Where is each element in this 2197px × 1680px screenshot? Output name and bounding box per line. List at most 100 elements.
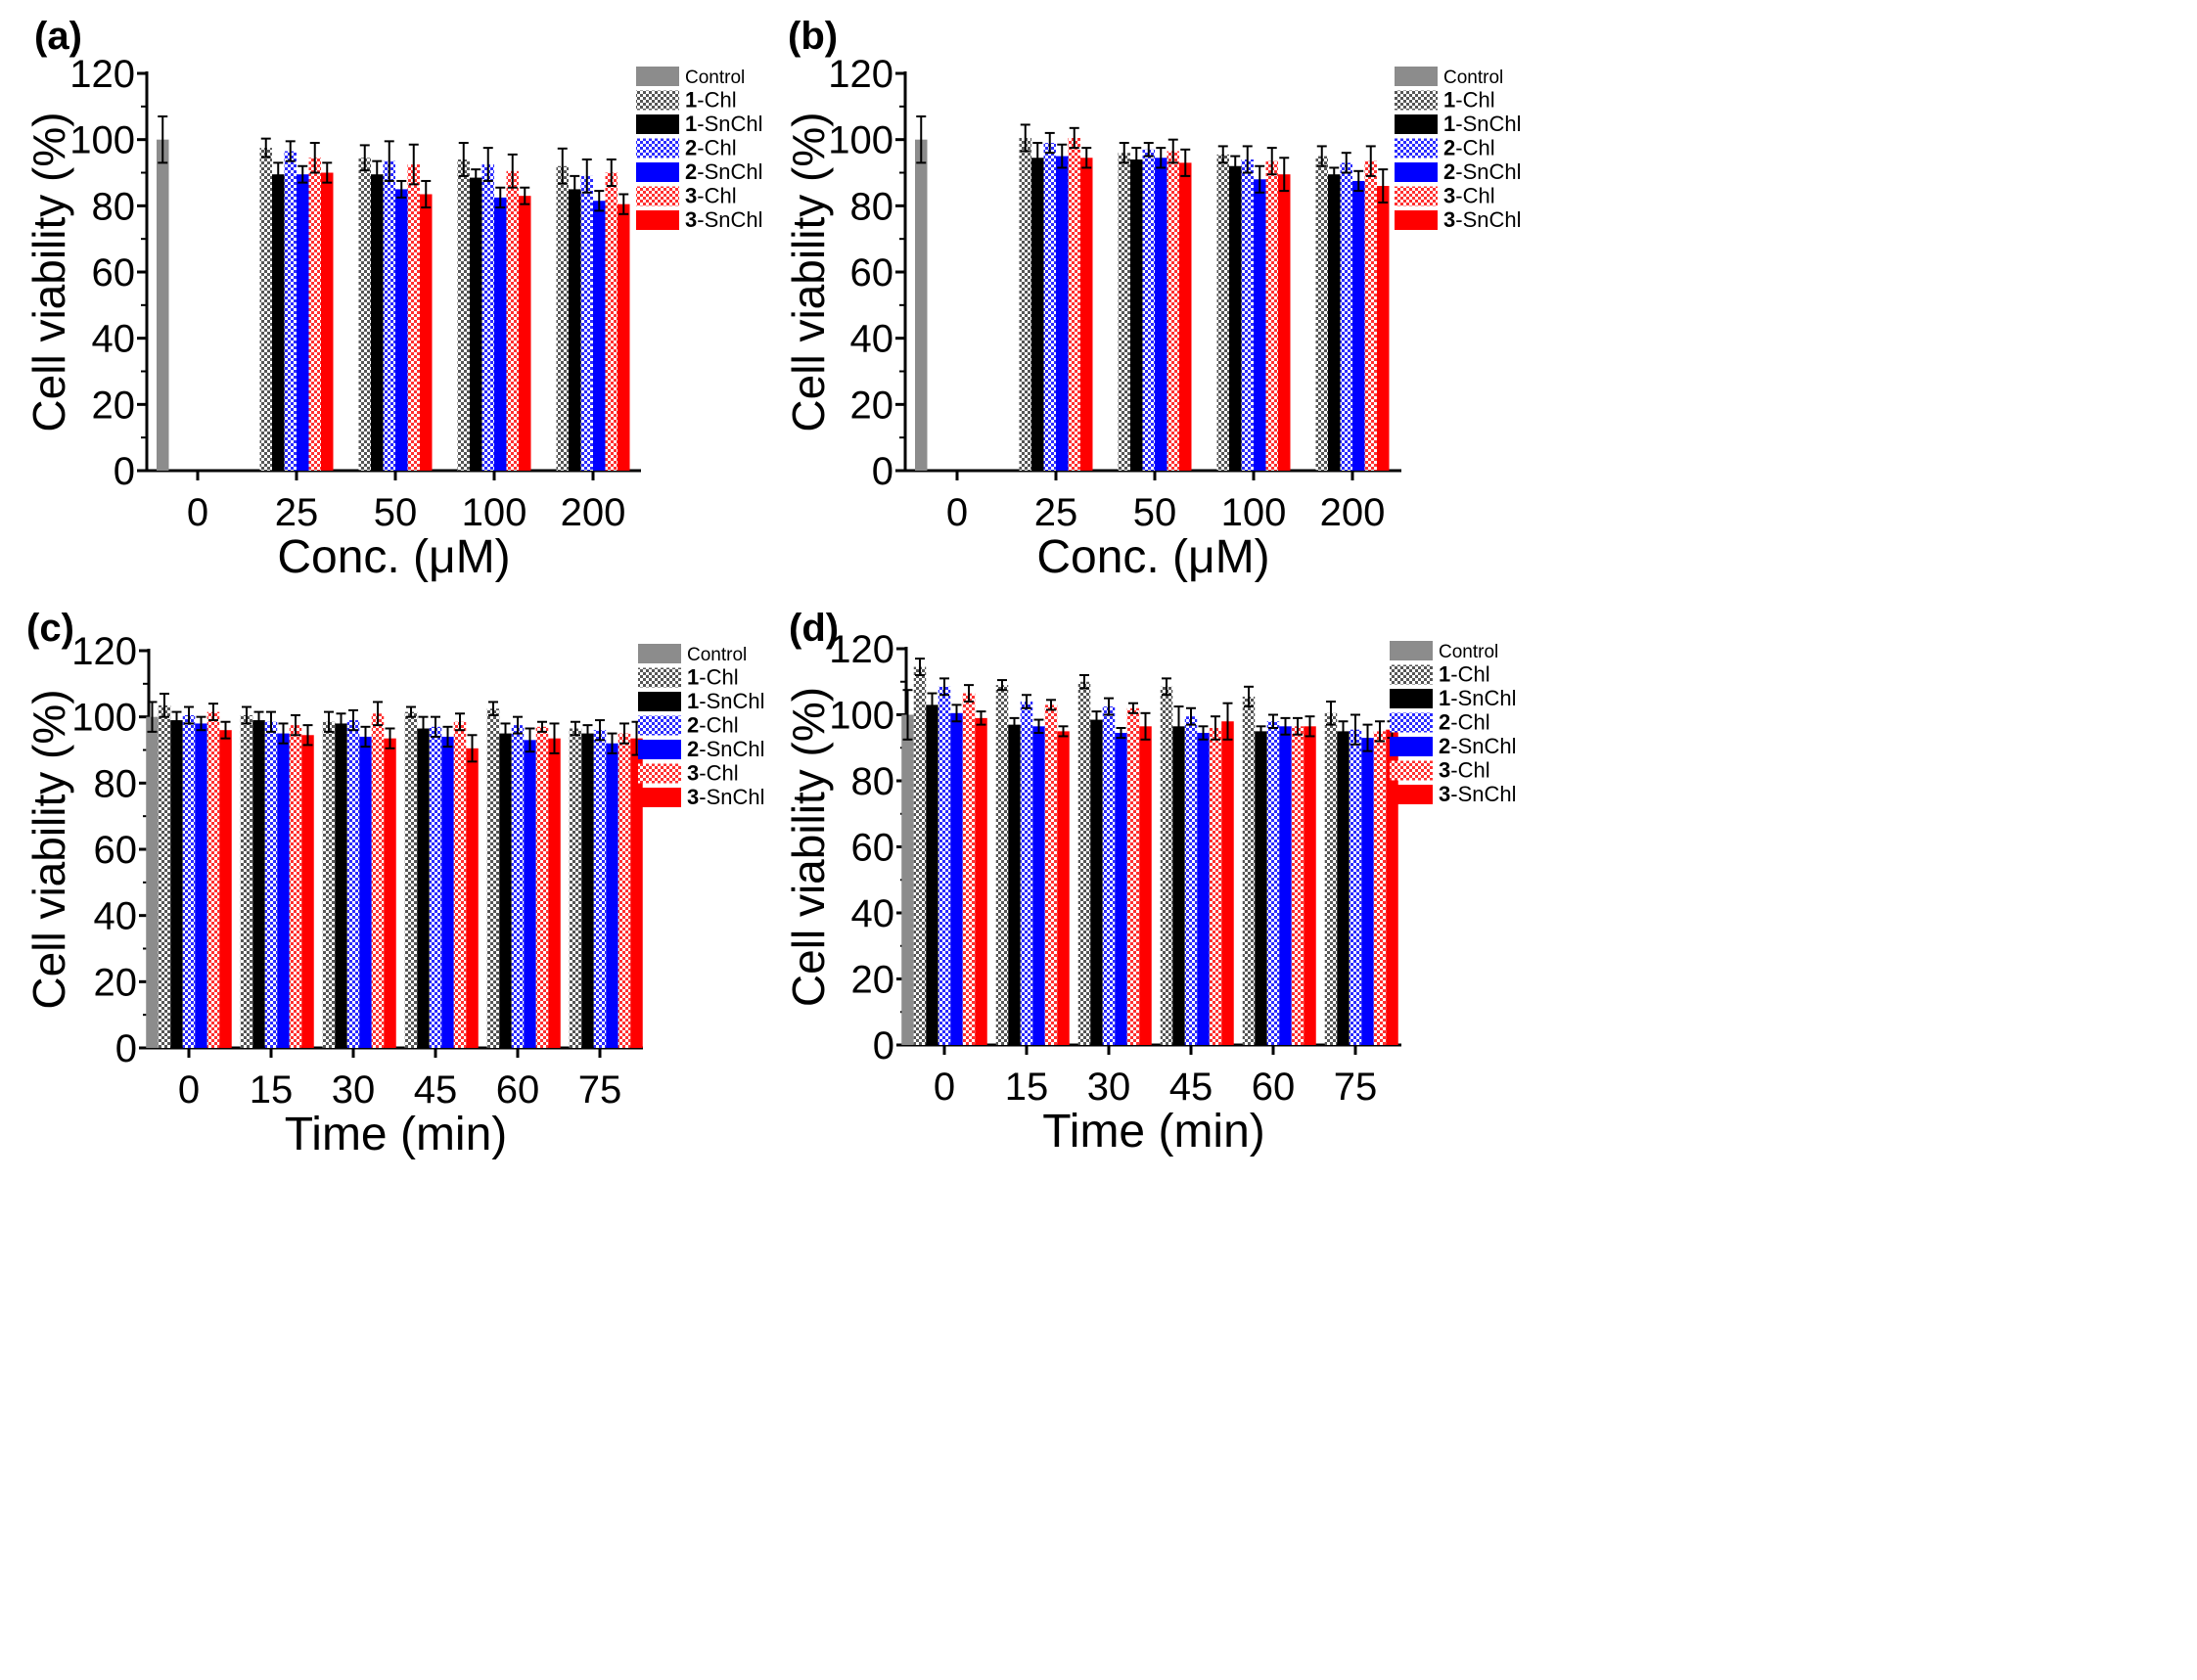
bar-2-chl [284,151,297,471]
bar-2-chl [1266,721,1280,1045]
y-tick-label: 100 [829,695,894,738]
panel-label: (d) [789,607,839,650]
legend-entry-number: 1 [1443,112,1455,136]
x-tick-label: 200 [561,491,626,534]
bar-1-snchl [470,177,482,471]
legend-entry: 3-Chl [1443,184,1495,208]
legend-swatch [636,114,679,134]
x-tick-label: 0 [934,1066,955,1109]
bar-3-snchl [219,730,232,1048]
x-tick-label: 50 [1133,491,1177,534]
legend-entry-name: -SnChl [699,737,764,761]
y-tick-label: 0 [872,450,893,493]
bar-2-snchl [950,712,963,1045]
bar-1-snchl [569,189,581,471]
bar-2-chl [938,686,951,1045]
legend-swatch [636,210,679,230]
bar-1-snchl [1172,726,1185,1045]
bar-3-snchl [1386,729,1398,1045]
y-tick-label: 120 [829,628,894,671]
bar-2-chl [1340,162,1352,471]
legend-entry: 2-Chl [1439,710,1490,735]
bar-3-snchl [1080,158,1093,471]
legend-swatch [1390,664,1433,685]
legend-entry-number: 2 [687,713,699,738]
bar-1-chl [556,165,569,471]
bar-3-chl [308,158,321,471]
bar-1-snchl [252,720,265,1048]
y-tick-label: 60 [92,251,136,295]
legend-swatch [1395,210,1438,230]
bar-2-snchl [1155,158,1167,471]
bar-2-chl [511,725,525,1048]
bar-2-chl [1102,706,1116,1045]
legend-swatch [636,138,679,159]
legend-entry-name: -Chl [699,761,738,786]
legend-entry: 3-SnChl [685,207,763,232]
x-axis-label: Conc. (μM) [1036,531,1269,583]
legend-entry-name: -SnChl [1450,734,1516,758]
legend-entry-number: 1 [1443,88,1455,113]
legend-entry-name: -Chl [699,665,738,690]
bar-control [901,714,914,1045]
x-tick-label: 75 [578,1068,622,1112]
y-tick-label: 80 [850,185,894,228]
bar-1-chl [1315,156,1328,472]
bar-2-chl [1043,143,1056,472]
legend-entry: 2-Chl [685,136,737,160]
legend-swatch [1395,186,1438,206]
y-tick-label: 80 [851,760,895,803]
legend-swatch [1395,114,1438,134]
bar-3-snchl [1221,721,1234,1045]
bar-1-snchl [581,733,594,1048]
legend-swatch [638,740,681,759]
bar-3-chl [453,721,467,1048]
bar-3-chl [1209,728,1222,1045]
y-tick-label: 80 [92,185,136,228]
x-tick-label: 45 [1169,1066,1213,1109]
bar-2-chl [580,175,593,471]
legend: Control1-Chl1-SnChl2-Chl2-SnChl3-Chl3-Sn… [1395,67,1522,232]
bar-1-snchl [1130,159,1143,471]
y-tick-label: 40 [92,318,136,361]
legend-entry-name: -Chl [699,713,738,738]
panel-label: (b) [788,15,838,58]
y-tick-label: 40 [94,895,138,938]
legend-entry-name: Control [685,68,745,88]
legend-entry-number: 1 [685,88,697,113]
bar-3-snchl [1377,186,1390,472]
bar-1-chl [1242,696,1256,1045]
legend-entry: 1-SnChl [687,689,765,713]
legend-entry-name: -SnChl [699,689,764,713]
y-axis-label: Cell viability (%) [783,112,834,431]
legend-entry-number: 3 [1439,782,1450,806]
bar-1-snchl [272,174,285,472]
bar-3-snchl [975,717,987,1045]
legend-entry-number: 2 [1443,159,1455,184]
bar-1-snchl [335,723,347,1048]
bar-3-chl [1167,151,1179,471]
legend-entry-number: 2 [1439,710,1450,735]
legend-entry: 3-SnChl [687,785,765,809]
bar-control [157,139,169,471]
legend-entry: Control [1439,642,1498,662]
bar-1-snchl [1031,158,1044,471]
y-tick-label: 60 [851,827,895,870]
x-axis-label: Time (min) [1042,1106,1265,1158]
legend-swatch [636,162,679,182]
legend-entry: 2-Chl [687,713,739,738]
bar-2-chl [429,726,442,1048]
legend-swatch [636,90,679,111]
legend-entry-name: -SnChl [697,112,762,136]
bar-3-snchl [1304,726,1316,1045]
bar-1-chl [457,159,470,471]
bar-2-snchl [395,189,408,471]
bar-3-snchl [301,735,314,1048]
bar-1-snchl [170,720,183,1048]
bar-1-chl [995,685,1009,1045]
bar-3-chl [1291,726,1304,1045]
bar-1-chl [486,708,500,1048]
legend-swatch [636,67,679,86]
